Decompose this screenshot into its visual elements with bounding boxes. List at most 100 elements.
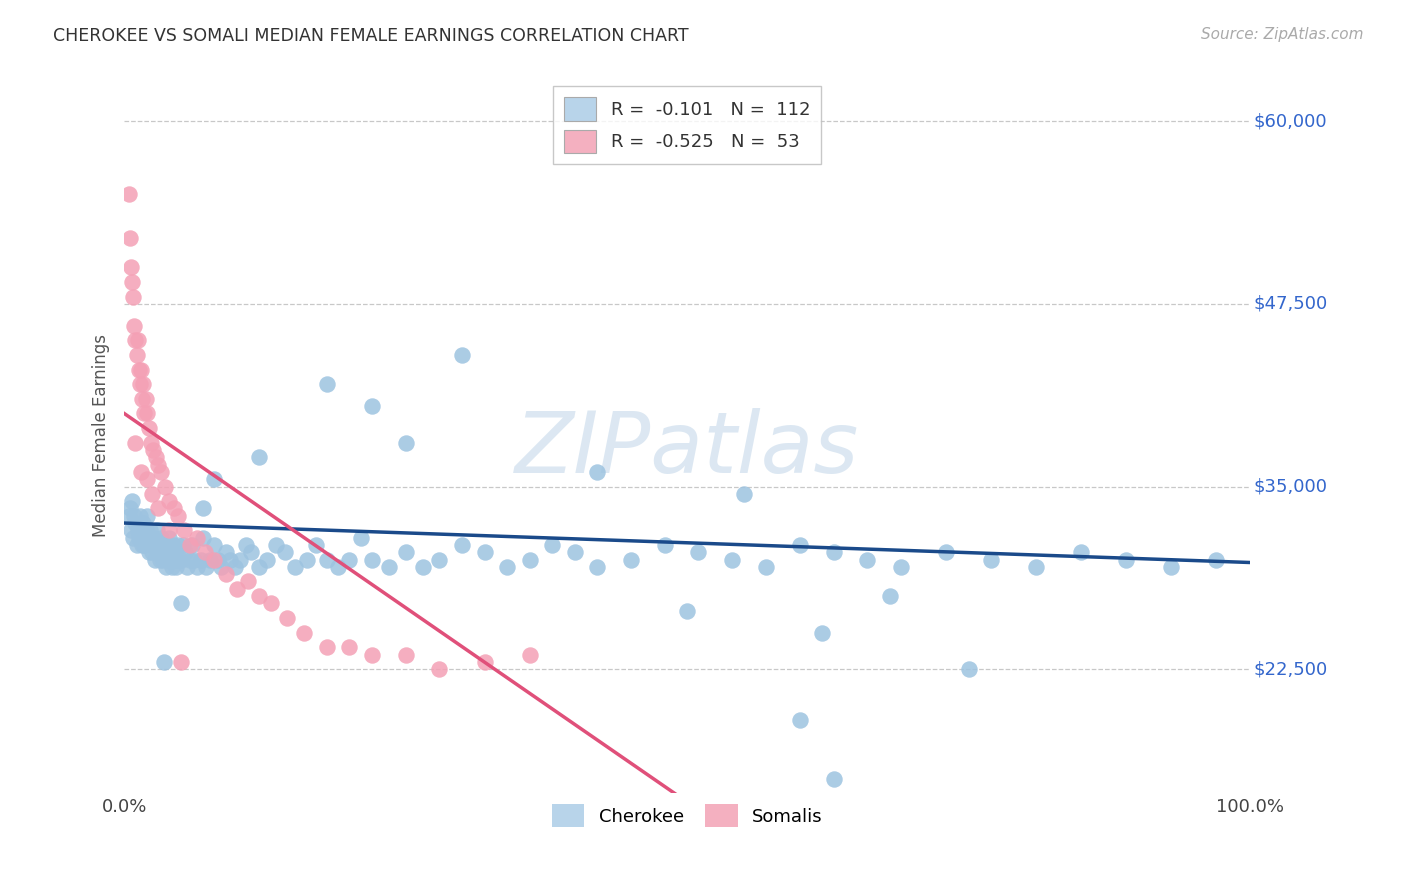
Point xyxy=(361,399,384,413)
Point xyxy=(118,231,141,245)
Point xyxy=(191,501,214,516)
Point xyxy=(676,604,699,618)
Text: Source: ZipAtlas.com: Source: ZipAtlas.com xyxy=(1201,27,1364,42)
Point xyxy=(225,582,247,596)
Point xyxy=(474,655,496,669)
Point xyxy=(339,640,361,655)
Point xyxy=(264,538,287,552)
Point xyxy=(541,538,564,552)
Legend: Cherokee, Somalis: Cherokee, Somalis xyxy=(544,797,830,834)
Point xyxy=(139,524,162,538)
Point xyxy=(1070,545,1092,559)
Point xyxy=(124,516,146,530)
Point xyxy=(120,260,142,275)
Point xyxy=(156,538,179,552)
Point xyxy=(167,538,190,552)
Point xyxy=(890,560,912,574)
Point xyxy=(176,560,198,574)
Point xyxy=(378,560,401,574)
Point xyxy=(412,560,434,574)
Point xyxy=(247,450,270,465)
Point xyxy=(247,560,270,574)
Point xyxy=(166,552,188,566)
Point xyxy=(980,552,1002,566)
Point xyxy=(339,552,361,566)
Point xyxy=(118,501,141,516)
Point xyxy=(274,545,297,559)
Point xyxy=(135,524,157,538)
Point xyxy=(146,501,169,516)
Text: $60,000: $60,000 xyxy=(1254,112,1327,130)
Point xyxy=(186,560,208,574)
Point xyxy=(195,560,218,574)
Point xyxy=(654,538,676,552)
Point xyxy=(957,662,980,676)
Point xyxy=(148,538,170,552)
Point xyxy=(202,538,225,552)
Point xyxy=(152,538,174,552)
Point xyxy=(146,458,169,472)
Point xyxy=(586,465,609,479)
Point xyxy=(1025,560,1047,574)
Y-axis label: Median Female Earnings: Median Female Earnings xyxy=(93,334,110,537)
Point xyxy=(1205,552,1227,566)
Point xyxy=(135,472,157,486)
Point xyxy=(134,538,156,552)
Point xyxy=(209,560,232,574)
Point xyxy=(474,545,496,559)
Point xyxy=(451,538,474,552)
Point xyxy=(235,538,257,552)
Point xyxy=(131,538,153,552)
Point xyxy=(284,560,307,574)
Point xyxy=(141,538,163,552)
Point xyxy=(395,648,418,662)
Point xyxy=(124,435,146,450)
Point xyxy=(207,552,229,566)
Point xyxy=(138,545,160,559)
Point xyxy=(1160,560,1182,574)
Point xyxy=(121,275,143,289)
Point xyxy=(149,552,172,566)
Point xyxy=(169,655,191,669)
Point xyxy=(169,552,191,566)
Point xyxy=(214,567,236,582)
Point xyxy=(124,318,146,333)
Point xyxy=(129,524,152,538)
Point xyxy=(198,552,221,566)
Point xyxy=(823,772,845,786)
Text: $22,500: $22,500 xyxy=(1254,660,1327,678)
Point xyxy=(451,348,474,362)
Point xyxy=(120,524,142,538)
Point xyxy=(127,334,149,348)
Point xyxy=(129,508,152,523)
Point xyxy=(173,524,195,538)
Point xyxy=(721,552,744,566)
Point xyxy=(789,714,811,728)
Point xyxy=(138,421,160,435)
Point xyxy=(361,648,384,662)
Point xyxy=(153,479,176,493)
Point xyxy=(879,589,901,603)
Point xyxy=(620,552,643,566)
Point xyxy=(935,545,957,559)
Point xyxy=(157,524,180,538)
Point xyxy=(128,531,150,545)
Point xyxy=(688,545,710,559)
Point xyxy=(129,465,152,479)
Point xyxy=(118,508,141,523)
Point xyxy=(789,538,811,552)
Text: $35,000: $35,000 xyxy=(1254,477,1327,496)
Point xyxy=(1115,552,1137,566)
Point xyxy=(564,545,586,559)
Point xyxy=(316,552,339,566)
Point xyxy=(174,545,197,559)
Text: ZIPatlas: ZIPatlas xyxy=(515,409,859,491)
Point xyxy=(132,516,155,530)
Point xyxy=(236,574,259,589)
Point xyxy=(519,648,541,662)
Point xyxy=(159,552,181,566)
Point xyxy=(276,611,298,625)
Point xyxy=(122,290,145,304)
Point xyxy=(145,538,167,552)
Point xyxy=(125,348,148,362)
